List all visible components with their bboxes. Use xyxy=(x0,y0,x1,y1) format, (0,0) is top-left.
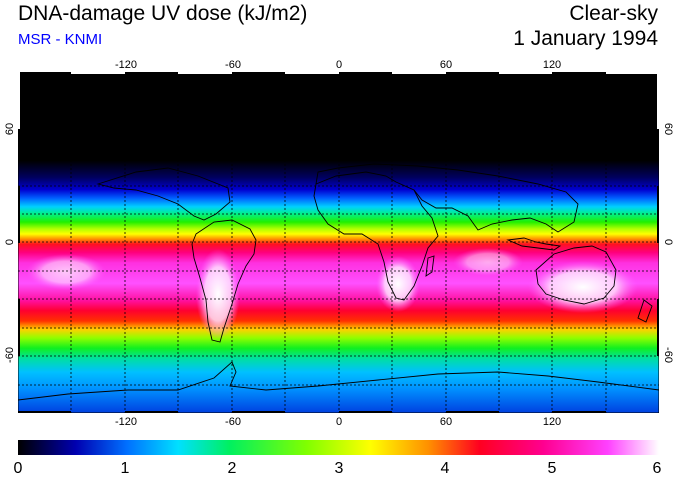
data-source-label: MSR - KNMI xyxy=(18,31,103,48)
south-america-outline xyxy=(191,219,257,343)
colorbar-tick: 0 xyxy=(13,460,23,477)
lon-tick-top: -120 xyxy=(114,59,138,71)
uv-dose-field xyxy=(18,72,659,413)
lon-tick-top: 120 xyxy=(542,59,562,71)
pacific-high-dose xyxy=(26,254,106,290)
colorbar-tick: 6 xyxy=(652,460,662,477)
africa-outline xyxy=(313,171,439,301)
lon-tick-bottom: -120 xyxy=(114,416,138,428)
australia-outline xyxy=(535,245,617,305)
colorbar-tick: 2 xyxy=(227,460,237,477)
colorbar-tick: 1 xyxy=(120,460,130,477)
graticule xyxy=(18,72,659,413)
date-label: 1 January 1994 xyxy=(513,27,658,50)
indian-ocean-high-dose xyxy=(453,248,523,276)
map-title: DNA-damage UV dose (kJ/m2) xyxy=(18,2,308,25)
sky-condition-label: Clear-sky xyxy=(569,2,658,25)
lat-tick-right: 0 xyxy=(662,238,674,246)
australia-high-dose xyxy=(528,261,638,313)
lat-tick-right: -60 xyxy=(662,347,674,363)
colorbar-tick: 5 xyxy=(547,460,557,477)
colorbar-tick: 3 xyxy=(334,460,344,477)
south-america-high-dose xyxy=(196,249,240,339)
lon-tick-bottom: 120 xyxy=(542,416,562,428)
lat-tick-left: 60 xyxy=(4,122,16,136)
antarctica-outline xyxy=(18,361,659,401)
map-frame xyxy=(18,72,659,413)
africa-high-dose xyxy=(376,256,420,312)
europe-asia-outline xyxy=(315,163,579,233)
north-america-outline xyxy=(96,167,231,221)
lon-tick-top: 0 xyxy=(335,59,343,71)
colorbar-gradient xyxy=(18,440,659,455)
lon-tick-top: 60 xyxy=(439,59,453,71)
new-zealand-outline xyxy=(637,299,653,323)
lat-tick-left: -60 xyxy=(4,347,16,363)
lon-tick-bottom: 60 xyxy=(439,416,453,428)
lat-tick-left: 0 xyxy=(4,238,16,246)
indonesia-outline xyxy=(506,237,562,251)
lat-tick-right: 60 xyxy=(662,122,674,136)
lon-tick-bottom: -60 xyxy=(225,416,241,428)
lon-tick-bottom: 0 xyxy=(335,416,343,428)
uv-dose-world-map xyxy=(18,72,659,413)
colorbar xyxy=(18,440,659,455)
coastlines xyxy=(18,163,659,401)
lon-tick-top: -60 xyxy=(225,59,241,71)
colorbar-tick: 4 xyxy=(440,460,450,477)
madagascar-outline xyxy=(425,255,435,277)
